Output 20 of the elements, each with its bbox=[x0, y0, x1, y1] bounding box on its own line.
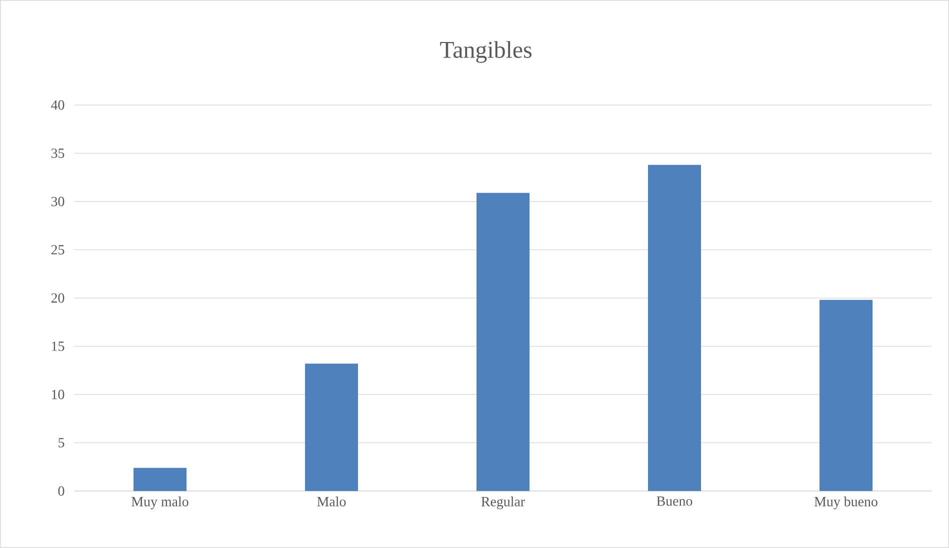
y-tick-label: 0 bbox=[58, 486, 64, 496]
y-tick-label: 25 bbox=[51, 245, 64, 254]
x-tick-label: Malo bbox=[317, 496, 346, 506]
x-tick-label: Regular bbox=[481, 496, 525, 510]
y-tick-label: 30 bbox=[51, 196, 64, 206]
bar bbox=[305, 364, 358, 491]
y-tick-label: 15 bbox=[52, 342, 64, 351]
bar bbox=[476, 192, 530, 491]
bar bbox=[820, 300, 873, 491]
y-tick-label: 20 bbox=[51, 293, 64, 303]
x-tick-label: Muy bueno bbox=[814, 496, 878, 510]
x-tick-label: Muy malo bbox=[132, 496, 188, 510]
y-tick-label: 5 bbox=[58, 438, 64, 448]
y-tick-label: 40 bbox=[51, 100, 64, 110]
y-tick-label: 10 bbox=[52, 390, 64, 400]
bar bbox=[134, 468, 186, 491]
y-tick-label: 35 bbox=[51, 148, 64, 158]
chart-title: Tangibles bbox=[440, 41, 532, 63]
bar bbox=[648, 164, 702, 491]
x-tick-label: Bueno bbox=[656, 496, 692, 506]
